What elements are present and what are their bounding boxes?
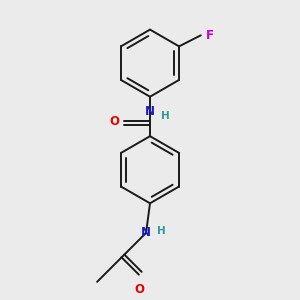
- Text: N: N: [145, 105, 155, 118]
- Text: F: F: [206, 29, 214, 42]
- Text: O: O: [110, 115, 120, 128]
- Text: N: N: [141, 226, 151, 239]
- Text: O: O: [134, 283, 144, 296]
- Text: H: H: [160, 111, 169, 121]
- Text: H: H: [157, 226, 165, 236]
